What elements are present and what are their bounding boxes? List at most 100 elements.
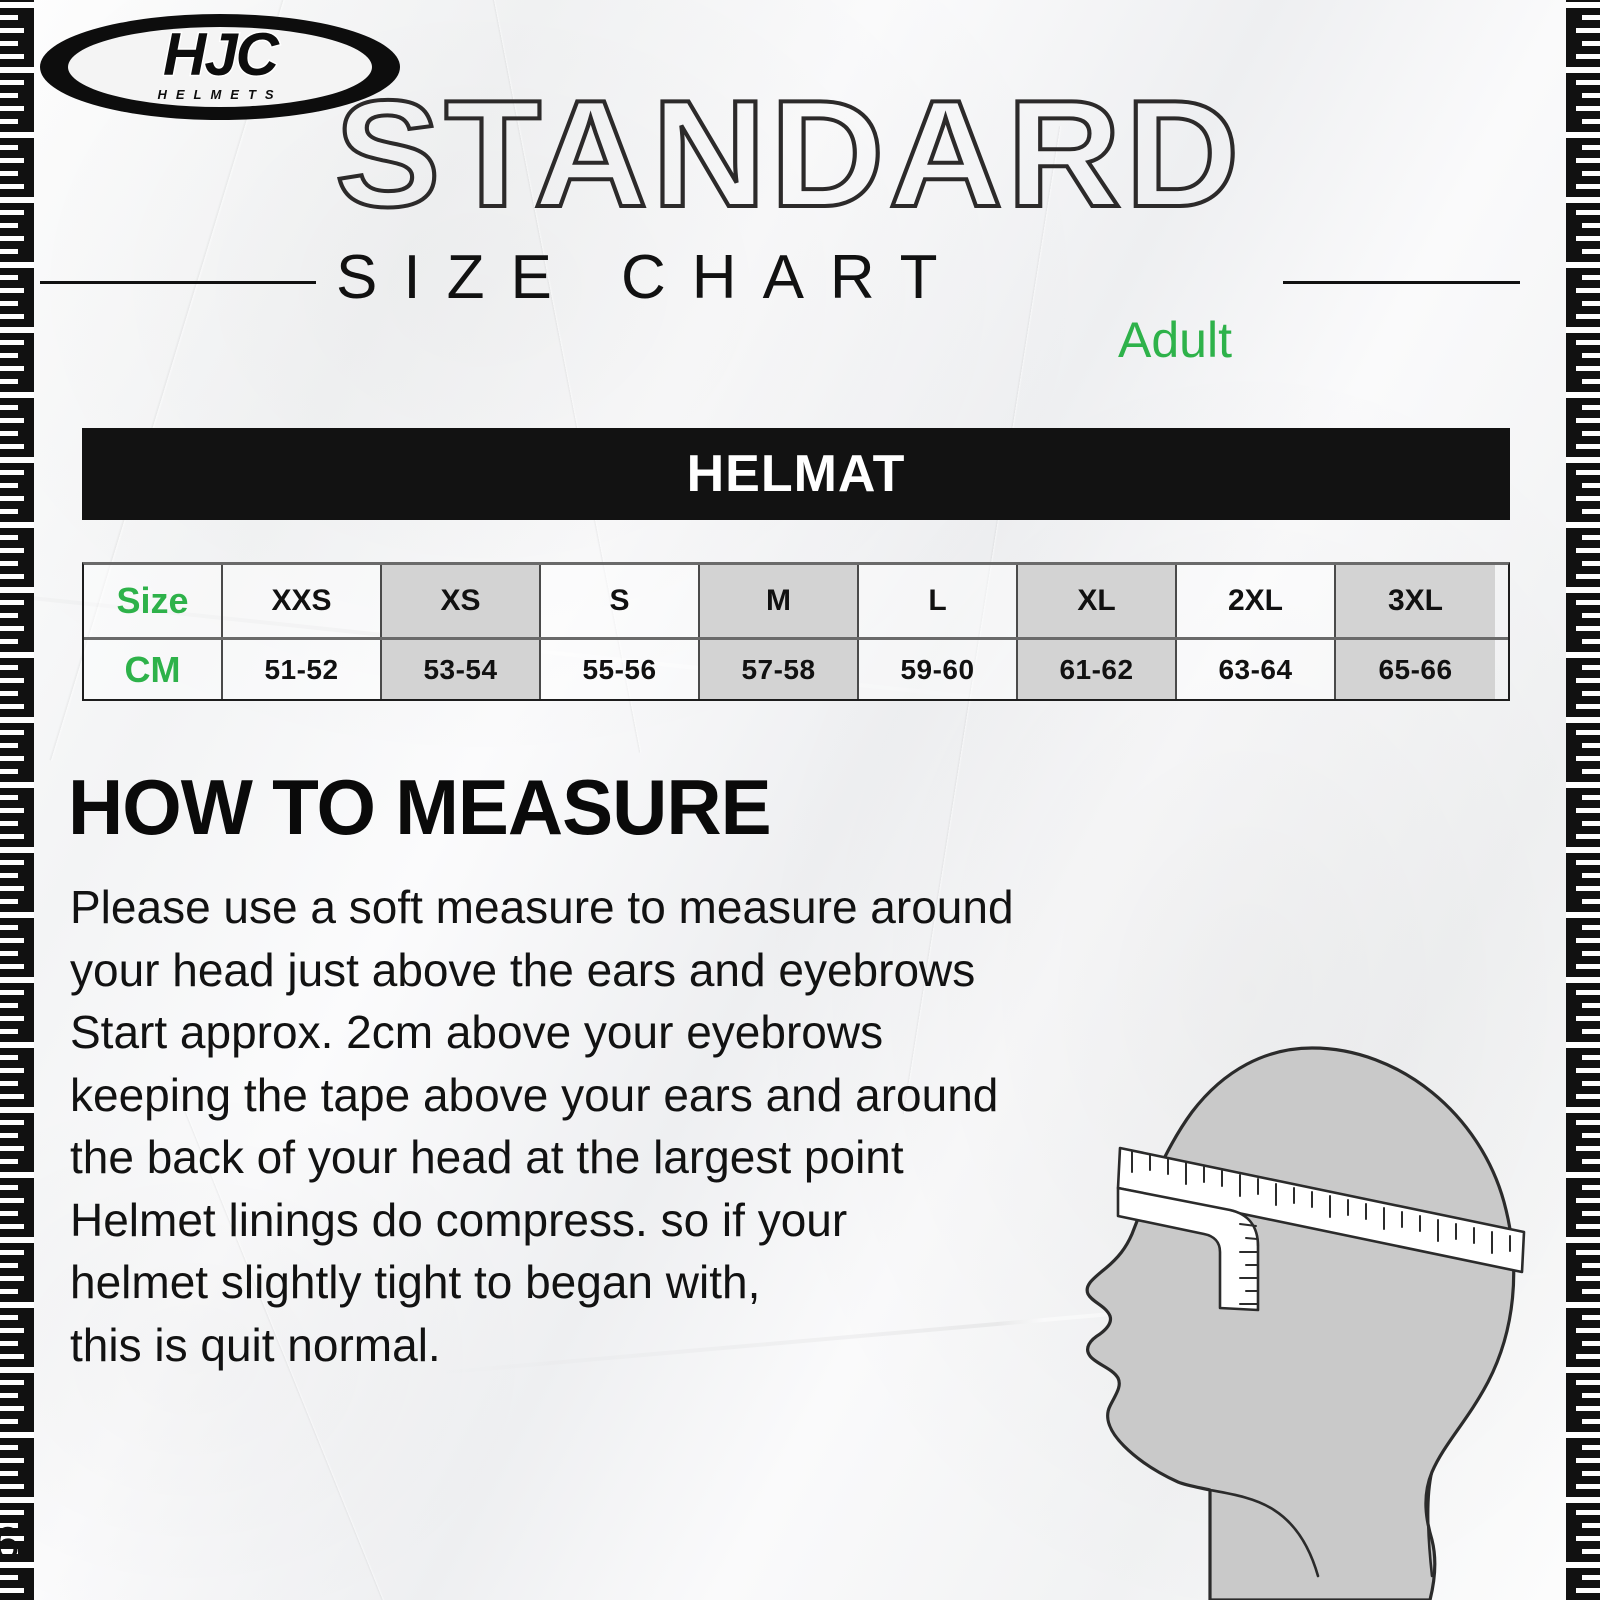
- ruler-tick: [0, 379, 18, 384]
- table-cm-cell: 53-54: [382, 640, 541, 699]
- ruler-tick: [0, 756, 24, 761]
- table-size-cell-text: 2XL: [1227, 584, 1284, 617]
- table-size-cell: 3XL: [1336, 565, 1495, 637]
- hjc-logo: HJC HELMETS: [40, 14, 400, 120]
- ruler-tick: [1582, 639, 1600, 644]
- ruler-tick: [1576, 1016, 1600, 1021]
- ruler-tick: [0, 54, 24, 59]
- ruler-tick: [1566, 522, 1600, 528]
- ruler-tick: [1566, 1497, 1600, 1503]
- ruler-tick: [0, 28, 24, 33]
- ruler-tick: [1576, 340, 1600, 345]
- ruler-tick: [0, 587, 34, 593]
- ruler-tick: [1566, 977, 1600, 983]
- table-size-cell-text: XS: [440, 584, 481, 617]
- table-cm-cell: 57-58: [700, 640, 859, 699]
- table-size-cell-text: XXS: [271, 584, 332, 617]
- ruler-tick: [1576, 1120, 1600, 1125]
- ruler-tick: [1582, 93, 1600, 98]
- ruler-tick: [1576, 1588, 1600, 1593]
- ruler-tick: [0, 873, 18, 878]
- ruler-tick: [1566, 782, 1600, 788]
- ruler-tick: [0, 769, 18, 774]
- howto-line: this is quit normal.: [70, 1318, 441, 1371]
- ruler-tick: [1576, 548, 1600, 553]
- table-cm-cell: 59-60: [859, 640, 1018, 699]
- howto-line: keeping the tape above your ears and aro…: [70, 1068, 999, 1121]
- ruler-tick: [0, 353, 18, 358]
- ruler-tick: [1582, 483, 1600, 488]
- ruler-tick: [1566, 67, 1600, 73]
- ruler-tick: [0, 1185, 18, 1190]
- ruler-tick: [0, 1107, 34, 1113]
- ruler-tick: [1582, 1263, 1600, 1268]
- logo-tagline: HELMETS: [157, 87, 283, 102]
- ruler-border-right: [1566, 0, 1600, 1600]
- ruler-tick: [0, 1445, 18, 1450]
- ruler-tick: [0, 704, 24, 709]
- ruler-tick: [0, 405, 18, 410]
- ruler-tick: [0, 1458, 24, 1463]
- ruler-tick: [0, 574, 24, 579]
- ruler-tick: [0, 1315, 18, 1320]
- ruler-tick: [1566, 1042, 1600, 1048]
- audience-label: Adult: [1118, 312, 1232, 368]
- ruler-tick: [1576, 158, 1600, 163]
- page-subtitle: SIZE CHART: [336, 243, 964, 312]
- table-size-cell-text: 3XL: [1387, 584, 1444, 617]
- ruler-tick: [0, 483, 18, 488]
- ruler-tick: [1582, 1055, 1600, 1060]
- ruler-tick: [0, 1302, 34, 1308]
- ruler-tick: [1582, 1419, 1600, 1424]
- ruler-tick: [1582, 171, 1600, 176]
- ruler-tick: [1582, 1575, 1600, 1580]
- howto-body: Please use a soft measure to measure aro…: [70, 876, 1160, 1376]
- table-cm-cell-text: 65-66: [1378, 653, 1453, 685]
- tape-ticks-right: [1275, 1183, 1511, 1254]
- ruler-tick: [1576, 1276, 1600, 1281]
- ruler-tick: [0, 964, 24, 969]
- ruler-tick: [0, 808, 24, 813]
- ruler-tick: [0, 834, 24, 839]
- ruler-tick: [1582, 15, 1600, 20]
- ruler-tick: [1576, 1406, 1600, 1411]
- ruler-tick: [1582, 1029, 1600, 1034]
- ruler-tick: [1566, 1237, 1600, 1243]
- ruler-tick: [1582, 1133, 1600, 1138]
- ruler-tick: [0, 1549, 18, 1554]
- ruler-tick: [0, 938, 24, 943]
- table-row: Size XXS XS S M L XL 2XL 3XL: [84, 565, 1508, 637]
- ruler-tick: [0, 1237, 34, 1243]
- ruler-tick: [0, 496, 24, 501]
- table-size-cell-text: XL: [1077, 584, 1116, 617]
- ruler-tick: [1576, 1328, 1600, 1333]
- table-band-title: HELMAT: [686, 445, 906, 503]
- ruler-tick: [0, 132, 34, 138]
- neck-line: [1426, 1470, 1434, 1578]
- ruler-tick: [0, 1406, 24, 1411]
- ruler-tick: [0, 626, 24, 631]
- ruler-tick: [1582, 509, 1600, 514]
- ruler-tick: [0, 106, 24, 111]
- ruler-tick: [1576, 730, 1600, 735]
- ruler-tick: [1576, 1224, 1600, 1229]
- ruler-tick: [1576, 1536, 1600, 1541]
- ruler-tick: [1566, 1562, 1600, 1568]
- howto-line: Please use a soft measure to measure aro…: [70, 881, 1014, 933]
- ruler-tick: [1582, 691, 1600, 696]
- ruler-tick: [0, 990, 24, 995]
- ruler-tick: [1576, 28, 1600, 33]
- ruler-tick: [0, 1198, 24, 1203]
- ruler-tick: [1576, 1510, 1600, 1515]
- ruler-tick: [1576, 210, 1600, 215]
- table-row-label: Size: [84, 565, 223, 637]
- ruler-tick: [1566, 197, 1600, 203]
- ruler-tick: [0, 691, 18, 696]
- ruler-tick: [1582, 1315, 1600, 1320]
- ruler-tick: [1582, 1289, 1600, 1294]
- table-size-cell-text: M: [766, 584, 791, 617]
- ruler-tick: [1582, 1471, 1600, 1476]
- ruler-tick: [0, 1341, 18, 1346]
- ruler-tick: [0, 327, 34, 333]
- ruler-tick: [0, 1263, 18, 1268]
